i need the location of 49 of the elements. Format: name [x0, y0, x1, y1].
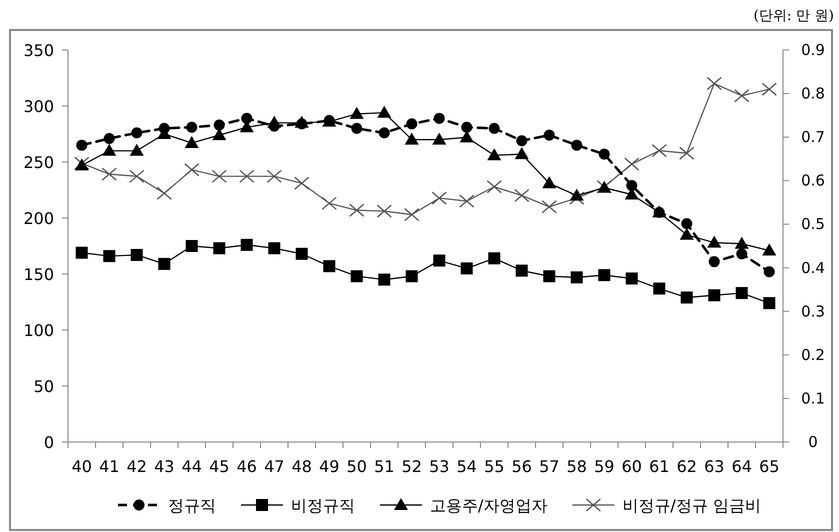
x-tick-label: 41: [99, 457, 120, 476]
x-tick-label: 46: [236, 457, 257, 476]
y2-tick-label: 0.5: [801, 215, 825, 234]
legend-label: 고용주/자영업자: [430, 496, 548, 515]
x-tick-label: 63: [704, 457, 724, 476]
x-tick-label: 60: [622, 457, 642, 476]
y2-tick-label: 0.3: [801, 302, 825, 320]
x-tick-label: 55: [484, 457, 504, 476]
y2-tick-label: 0.6: [801, 172, 825, 190]
y-tick-label: 350: [23, 41, 54, 60]
x-tick-label: 42: [126, 457, 147, 476]
y-tick-label: 250: [23, 153, 54, 172]
x-tick-label: 64: [732, 457, 752, 476]
legend-label: 비정규직: [291, 496, 355, 515]
x-tick-label: 45: [209, 457, 230, 476]
x-tick-label: 54: [456, 457, 477, 476]
x-tick-label: 43: [154, 457, 174, 476]
x-tick-label: 47: [264, 457, 284, 476]
x-tick-label: 51: [374, 457, 394, 476]
y-tick-label: 300: [23, 97, 54, 116]
x-tick-label: 65: [759, 457, 780, 476]
x-tick-label: 61: [649, 457, 670, 476]
y-tick-label: 200: [23, 209, 54, 228]
x-tick-label: 56: [512, 457, 532, 476]
y2-tick-label: 0.2: [801, 346, 825, 364]
text: (단위: 만 원): [753, 8, 834, 24]
x-tick-label: 57: [539, 457, 560, 476]
y-tick-label: 0: [44, 433, 54, 452]
x-tick-label: 58: [566, 457, 587, 476]
y2-tick-label: 0.1: [801, 389, 825, 408]
x-tick-label: 49: [319, 457, 340, 476]
x-tick-label: 53: [429, 457, 450, 476]
x-tick-label: 52: [402, 457, 422, 476]
x-tick-label: 62: [676, 457, 697, 476]
y2-tick-label: 0.9: [801, 41, 825, 59]
y2-tick-label: 0.8: [801, 84, 825, 103]
y-tick-label: 150: [23, 265, 54, 284]
x-tick-label: 48: [292, 457, 312, 476]
y2-tick-label: 0: [808, 433, 818, 451]
y2-tick-label: 0.4: [801, 258, 825, 277]
x-tick-label: 44: [182, 457, 202, 476]
x-tick-label: 59: [594, 457, 614, 476]
y2-tick-label: 0.7: [801, 128, 825, 146]
x-tick-label: 50: [346, 457, 367, 476]
x-tick-label: 40: [72, 457, 92, 476]
legend-label: 정규직: [168, 496, 216, 515]
y-tick-label: 50: [34, 377, 54, 396]
y-tick-label: 100: [23, 321, 54, 340]
legend-label: 비정규/정규 임금비: [622, 496, 761, 515]
